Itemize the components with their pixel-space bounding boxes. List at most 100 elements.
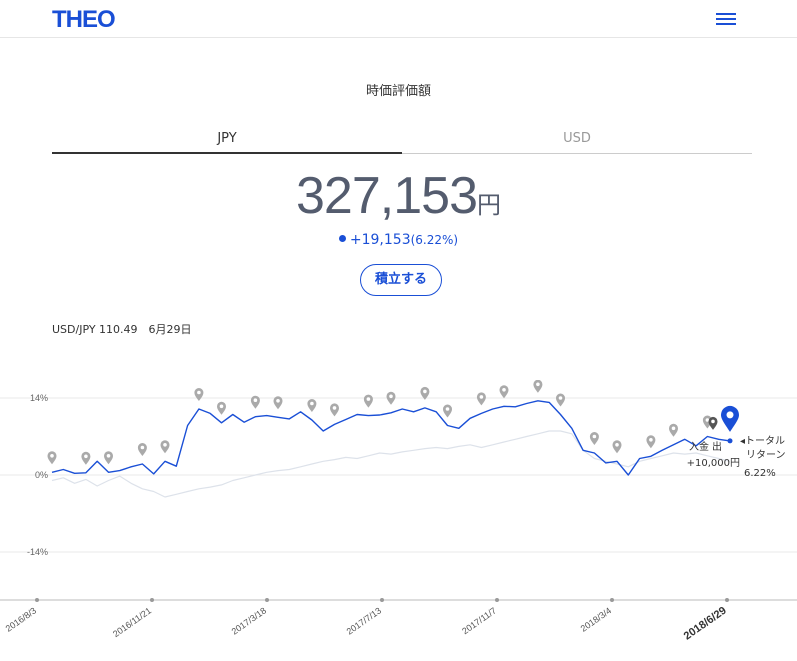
deposit-marker-icon [194, 388, 204, 401]
change-value: +19,153 [349, 232, 411, 248]
marker-pin [556, 393, 565, 407]
deposit-marker-icon [646, 435, 656, 449]
marker-hole [558, 396, 563, 400]
marker-hole [389, 394, 393, 399]
x-tick [380, 598, 384, 602]
deposit-marker-icon [81, 451, 91, 465]
deposit-marker-icon [217, 401, 226, 415]
marker-pin [476, 392, 486, 406]
deposit-marker-icon [104, 451, 113, 465]
deposit-marker-icon [420, 386, 430, 400]
marker-hole [649, 438, 653, 442]
x-tick-label: 2017/7/13 [345, 605, 384, 636]
marker-pin [307, 399, 317, 412]
tab-jpy[interactable]: JPY [52, 130, 402, 154]
marker-pin [194, 388, 204, 401]
deposit-marker-icon [533, 380, 543, 393]
marker-hole [615, 443, 619, 447]
deposit-marker-icon [386, 391, 396, 405]
big-pin-hole [726, 411, 734, 419]
marker-hole [163, 443, 167, 447]
x-tick-label: 2016/8/3 [4, 605, 38, 633]
x-tick-label: 2017/11/7 [460, 605, 498, 636]
current-position-pin-icon [721, 405, 739, 432]
marker-pin [160, 440, 170, 454]
change-dot-icon [338, 235, 346, 242]
marker-hole [536, 382, 540, 387]
current-point [727, 438, 733, 444]
performance-chart: 14%0%-14% 2016/8/3 2016/11/21 2017/3/18 201… [0, 380, 797, 643]
y-axis-ticks: 14% 0% -14% [27, 393, 48, 557]
marker-pin [443, 404, 452, 418]
x-tick-label: 2016/11/21 [111, 605, 153, 639]
marker-hole [253, 398, 258, 402]
app-header: THEO [0, 0, 797, 38]
currency-tabs: JPY USD [52, 130, 752, 154]
deposit-label: 入金 [689, 440, 709, 453]
marker-hole [106, 454, 111, 458]
x-tick [495, 598, 499, 602]
marker-pin [612, 440, 622, 454]
marker-hole [276, 399, 280, 403]
benchmark-line [51, 430, 731, 498]
x-tick [150, 598, 154, 602]
total-return-label-1: ◂トータル [740, 435, 785, 447]
marker-hole [423, 389, 427, 394]
marker-pin [273, 396, 283, 410]
amount-value: 327,153 [296, 167, 478, 225]
marker-pin [499, 385, 509, 399]
marker-pin [533, 380, 543, 393]
fx-rate: USD/JPY 110.49 6月29日 [52, 323, 192, 336]
big-pin [721, 405, 739, 432]
x-axis: 2016/8/3 2016/11/21 2017/3/18 2017/7/13 2017… [0, 598, 797, 643]
marker-pin [330, 403, 339, 417]
deposit-button[interactable]: 積立する [360, 264, 442, 296]
total-return-label-2: リターン [746, 449, 786, 461]
marker-hole [366, 397, 371, 401]
marker-pin [589, 432, 599, 445]
marker-pin [669, 423, 678, 437]
marker-pin [47, 451, 57, 465]
marker-hole [592, 434, 597, 439]
marker-pin [646, 435, 656, 449]
x-tick [725, 598, 729, 602]
total-return-value: 6.22% [744, 468, 776, 479]
marker-hole [671, 426, 676, 431]
marker-hole [50, 454, 54, 458]
chart-series [51, 400, 731, 498]
deposit-marker-icon [476, 392, 486, 406]
deposit-marker-icon [363, 394, 373, 408]
marker-pin [104, 451, 113, 465]
tab-usd[interactable]: USD [402, 130, 752, 154]
marker-hole [332, 406, 337, 410]
marker-hole [502, 388, 506, 392]
deposit-marker-icon [160, 440, 170, 454]
deposit-markers [47, 380, 712, 465]
withdraw-marker-icon [708, 416, 718, 430]
hamburger-menu-icon[interactable] [716, 12, 736, 26]
y-tick-label: -14% [27, 547, 48, 557]
marker-pin [386, 391, 396, 405]
change-percent: (6.22%) [410, 233, 459, 247]
deposit-amount: +10,000円 [687, 458, 740, 469]
theo-logo[interactable]: THEO [52, 6, 116, 33]
marker-hole [479, 395, 484, 399]
x-tick [610, 598, 614, 602]
deposit-marker-icon [47, 451, 57, 465]
marker-hole [445, 407, 450, 411]
y-tick-label: 0% [35, 470, 48, 480]
valuation-amount: 327,153円 [0, 166, 797, 226]
y-tick-label: 14% [30, 393, 48, 403]
portfolio-line [51, 400, 731, 476]
deposit-marker-icon [499, 385, 509, 399]
valuation-change: +19,153(6.22%) [0, 232, 797, 248]
marker-hole [197, 390, 201, 395]
marker-hole [705, 418, 710, 422]
deposit-marker-icon [589, 432, 599, 445]
amount-unit: 円 [476, 192, 501, 219]
marker-pin [81, 451, 91, 465]
marker-hole [219, 404, 224, 409]
x-tick-label: 2018/6/29 [682, 605, 729, 643]
deposit-marker-icon [250, 395, 260, 409]
marker-pin [708, 416, 718, 430]
